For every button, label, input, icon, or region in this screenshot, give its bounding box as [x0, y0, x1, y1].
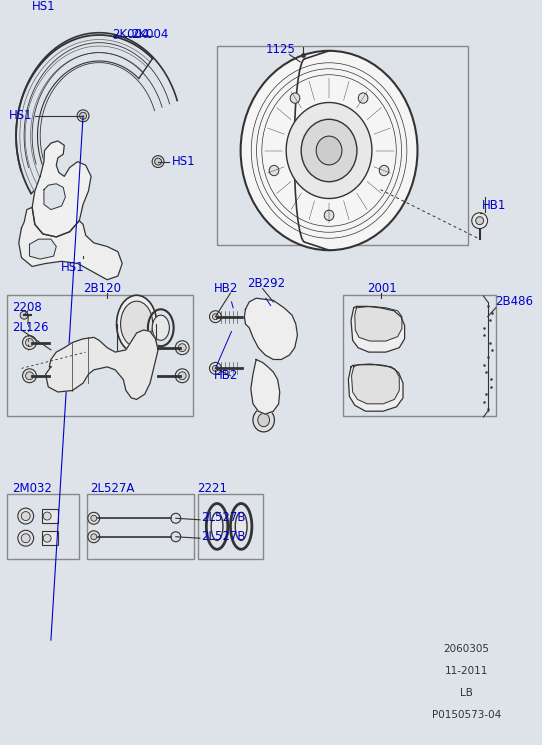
- Text: HS1: HS1: [32, 0, 56, 13]
- Circle shape: [178, 372, 186, 380]
- Polygon shape: [251, 360, 280, 414]
- Bar: [198, 494, 263, 559]
- Circle shape: [210, 311, 221, 323]
- Bar: [87, 494, 194, 559]
- Ellipse shape: [316, 136, 342, 165]
- Ellipse shape: [211, 513, 223, 540]
- Circle shape: [210, 362, 221, 374]
- Text: HB2: HB2: [215, 370, 238, 382]
- Text: 2B292: 2B292: [248, 277, 286, 290]
- Circle shape: [23, 335, 36, 349]
- Text: HB1: HB1: [482, 200, 507, 212]
- Text: 2L527A: 2L527A: [90, 481, 134, 495]
- Ellipse shape: [253, 408, 274, 432]
- Text: HB2: HB2: [215, 282, 238, 295]
- Polygon shape: [29, 239, 56, 259]
- Circle shape: [91, 533, 97, 539]
- Circle shape: [476, 217, 483, 225]
- Text: 2001: 2001: [367, 282, 397, 295]
- Ellipse shape: [286, 103, 372, 198]
- Circle shape: [20, 311, 28, 319]
- Circle shape: [21, 533, 30, 542]
- Text: LB: LB: [460, 688, 473, 698]
- Text: 2L527B: 2L527B: [201, 530, 246, 543]
- Circle shape: [43, 512, 51, 520]
- Bar: [42, 531, 57, 545]
- Text: 11-2011: 11-2011: [444, 666, 488, 676]
- Circle shape: [472, 213, 488, 229]
- Ellipse shape: [379, 165, 389, 176]
- Circle shape: [80, 112, 87, 119]
- Circle shape: [77, 252, 89, 264]
- Text: 2208: 2208: [12, 301, 42, 314]
- Text: 2K004: 2K004: [113, 28, 150, 41]
- Polygon shape: [352, 364, 399, 404]
- Circle shape: [88, 513, 100, 524]
- Circle shape: [43, 534, 51, 542]
- Circle shape: [381, 383, 389, 391]
- Circle shape: [212, 314, 218, 320]
- Polygon shape: [44, 184, 66, 209]
- Bar: [7, 294, 193, 416]
- Circle shape: [175, 369, 189, 383]
- Circle shape: [91, 516, 97, 522]
- Ellipse shape: [120, 301, 153, 347]
- Circle shape: [152, 156, 164, 168]
- Text: 1125: 1125: [265, 42, 295, 56]
- Bar: [7, 494, 79, 559]
- Circle shape: [382, 326, 390, 334]
- Bar: [343, 294, 496, 416]
- Circle shape: [178, 343, 186, 352]
- Circle shape: [18, 530, 34, 546]
- Circle shape: [88, 530, 100, 542]
- Ellipse shape: [235, 513, 247, 540]
- Ellipse shape: [290, 93, 300, 104]
- Circle shape: [171, 513, 180, 523]
- Circle shape: [154, 158, 162, 165]
- Polygon shape: [46, 330, 158, 399]
- Text: 2L527B: 2L527B: [201, 511, 246, 524]
- Circle shape: [25, 372, 34, 380]
- Polygon shape: [349, 364, 403, 411]
- Text: P0150573-04: P0150573-04: [431, 711, 501, 720]
- Circle shape: [23, 369, 36, 383]
- Text: 2221: 2221: [197, 481, 227, 495]
- Polygon shape: [244, 298, 298, 360]
- Text: 2B486: 2B486: [495, 296, 533, 308]
- Ellipse shape: [117, 295, 157, 353]
- Polygon shape: [32, 141, 91, 237]
- Text: HS1: HS1: [61, 261, 84, 274]
- Bar: [217, 45, 468, 245]
- Ellipse shape: [324, 210, 334, 221]
- Ellipse shape: [258, 413, 269, 427]
- Circle shape: [212, 365, 218, 371]
- Circle shape: [80, 254, 87, 261]
- Circle shape: [171, 532, 180, 542]
- Text: 2K004: 2K004: [131, 28, 169, 41]
- Ellipse shape: [301, 119, 357, 182]
- Ellipse shape: [358, 93, 368, 104]
- Text: 2L126: 2L126: [12, 321, 48, 335]
- Text: 2B120: 2B120: [83, 282, 121, 295]
- Text: 2M032: 2M032: [12, 481, 51, 495]
- Polygon shape: [355, 306, 402, 341]
- Text: HS1: HS1: [171, 155, 195, 168]
- Polygon shape: [19, 207, 122, 279]
- Text: 2060305: 2060305: [443, 644, 489, 654]
- Circle shape: [25, 338, 34, 346]
- Bar: [42, 509, 57, 523]
- Circle shape: [21, 512, 30, 521]
- Ellipse shape: [241, 51, 417, 250]
- Text: HS1: HS1: [9, 110, 32, 122]
- Polygon shape: [351, 306, 405, 352]
- Ellipse shape: [269, 165, 279, 176]
- Circle shape: [175, 340, 189, 355]
- Circle shape: [77, 110, 89, 121]
- Ellipse shape: [152, 315, 169, 340]
- Circle shape: [18, 508, 34, 524]
